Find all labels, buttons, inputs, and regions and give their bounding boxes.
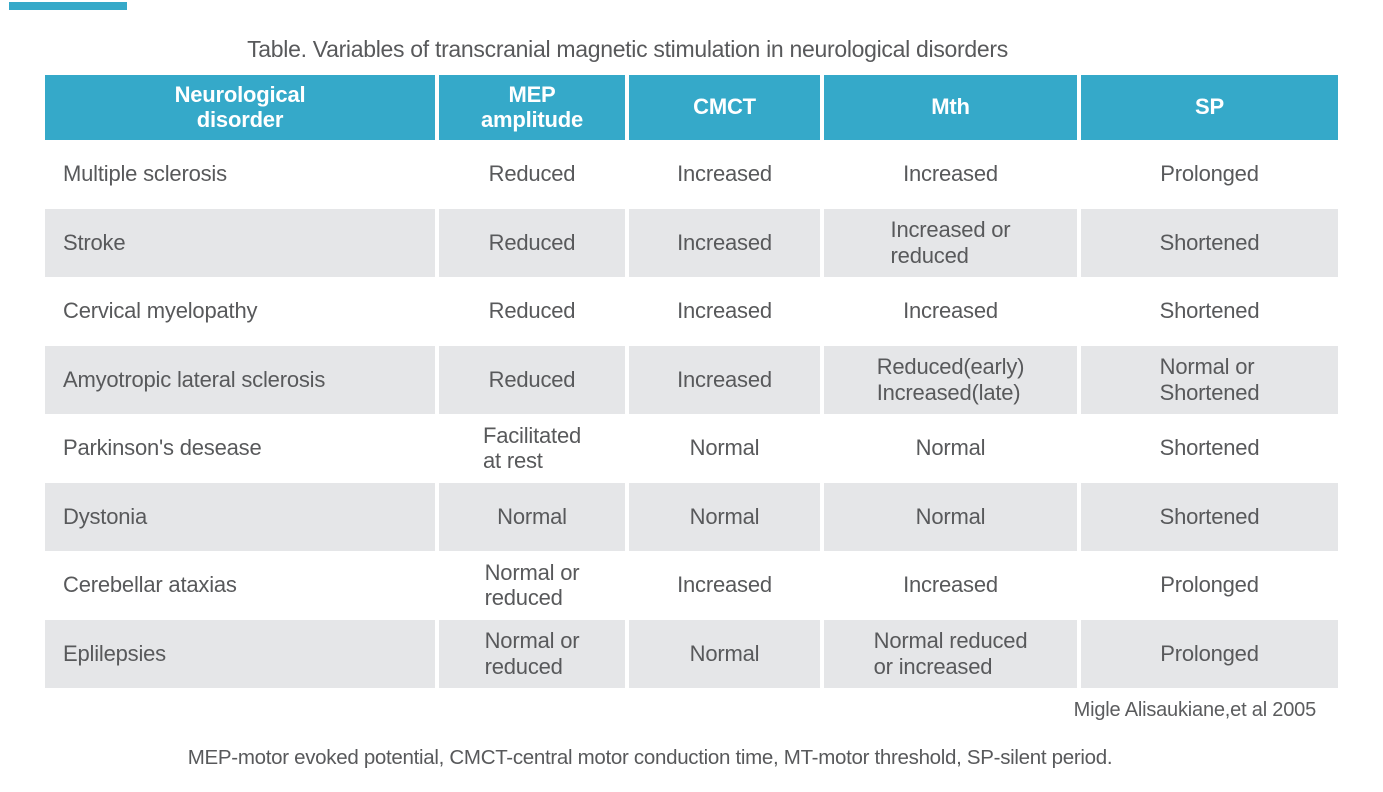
cell-disorder: Stroke <box>45 208 435 277</box>
header-cell-mep-amplitude: MEP amplitude <box>435 75 625 140</box>
table-row: Cervical myelopathy Reduced Increased In… <box>45 277 1338 346</box>
cell-disorder: Cervical myelopathy <box>63 298 258 324</box>
tms-variables-table: Neurological disorder MEP amplitude CMCT… <box>45 75 1338 688</box>
cell-cmct: Increased <box>625 140 820 209</box>
cell-sp: Prolonged <box>1077 551 1338 620</box>
citation: Migle Alisaukiane,et al 2005 <box>45 699 1338 722</box>
table-row: Stroke Reduced Increased Increased or re… <box>45 208 1338 277</box>
cell-mth: Normal <box>820 482 1077 551</box>
page-title: Table. Variables of transcranial magneti… <box>247 36 1008 62</box>
table-row: Amyotropic lateral sclerosis Reduced Inc… <box>45 345 1338 414</box>
table-row: Dystonia Normal Normal Normal Shortened <box>45 482 1338 551</box>
cell-disorder: Multiple sclerosis <box>63 161 227 187</box>
cell-disorder: Amyotropic lateral sclerosis <box>45 345 435 414</box>
cell-cmct: Increased <box>625 551 820 620</box>
table-row: Eplilepsies Normal or reduced Normal Nor… <box>45 619 1338 688</box>
cell-cmct: Increased <box>625 345 820 414</box>
header-cell-sp: SP <box>1077 75 1338 140</box>
cell-cmct: Normal <box>625 482 820 551</box>
cell-cmct: Normal <box>625 619 820 688</box>
cell-mep: Reduced <box>435 140 625 209</box>
cell-disorder: Parkinson's desease <box>63 435 262 461</box>
table-header-row: Neurological disorder MEP amplitude CMCT… <box>45 75 1338 140</box>
cell-sp: Shortened <box>1077 208 1338 277</box>
cell-sp: Shortened <box>1077 414 1338 483</box>
table-row: Parkinson's desease Facilitated at rest … <box>45 414 1338 483</box>
table-row: Multiple sclerosis Reduced Increased Inc… <box>45 140 1338 209</box>
header-cell-mth: Mth <box>820 75 1077 140</box>
cell-sp: Normal or Shortened <box>1077 345 1338 414</box>
cell-sp: Prolonged <box>1077 619 1338 688</box>
cell-mth: Increased or reduced <box>820 208 1077 277</box>
cell-mth: Increased <box>820 551 1077 620</box>
cell-sp: Prolonged <box>1077 140 1338 209</box>
cell-cmct: Normal <box>625 414 820 483</box>
abbreviations-footnote: MEP-motor evoked potential, CMCT-central… <box>187 746 1113 769</box>
table-row: Cerebellar ataxias Normal or reduced Inc… <box>45 551 1338 620</box>
cell-mep: Normal <box>435 482 625 551</box>
cell-mep: Reduced <box>435 345 625 414</box>
accent-bar <box>9 2 127 10</box>
cell-sp: Shortened <box>1077 482 1338 551</box>
cell-cmct: Increased <box>625 208 820 277</box>
cell-mep: Reduced <box>435 208 625 277</box>
cell-disorder: Dystonia <box>45 482 435 551</box>
cell-mth: Normal <box>820 414 1077 483</box>
citation-text: Migle Alisaukiane,et al 2005 <box>1073 699 1317 721</box>
cell-disorder: Cerebellar ataxias <box>63 572 237 598</box>
cell-mep: Normal or reduced <box>435 619 625 688</box>
table-body: Multiple sclerosis Reduced Increased Inc… <box>45 140 1338 688</box>
cell-mth: Reduced(early) Increased(late) <box>820 345 1077 414</box>
cell-mep: Reduced <box>435 277 625 346</box>
cell-mth: Increased <box>820 140 1077 209</box>
cell-mep: Facilitated at rest <box>435 414 625 483</box>
cell-mth: Normal reduced or increased <box>820 619 1077 688</box>
cell-sp: Shortened <box>1077 277 1338 346</box>
cell-cmct: Increased <box>625 277 820 346</box>
cell-disorder: Eplilepsies <box>45 619 435 688</box>
cell-mep: Normal or reduced <box>435 551 625 620</box>
header-cell-neurological-disorder: Neurological disorder <box>45 75 435 140</box>
header-cell-cmct: CMCT <box>625 75 820 140</box>
cell-mth: Increased <box>820 277 1077 346</box>
